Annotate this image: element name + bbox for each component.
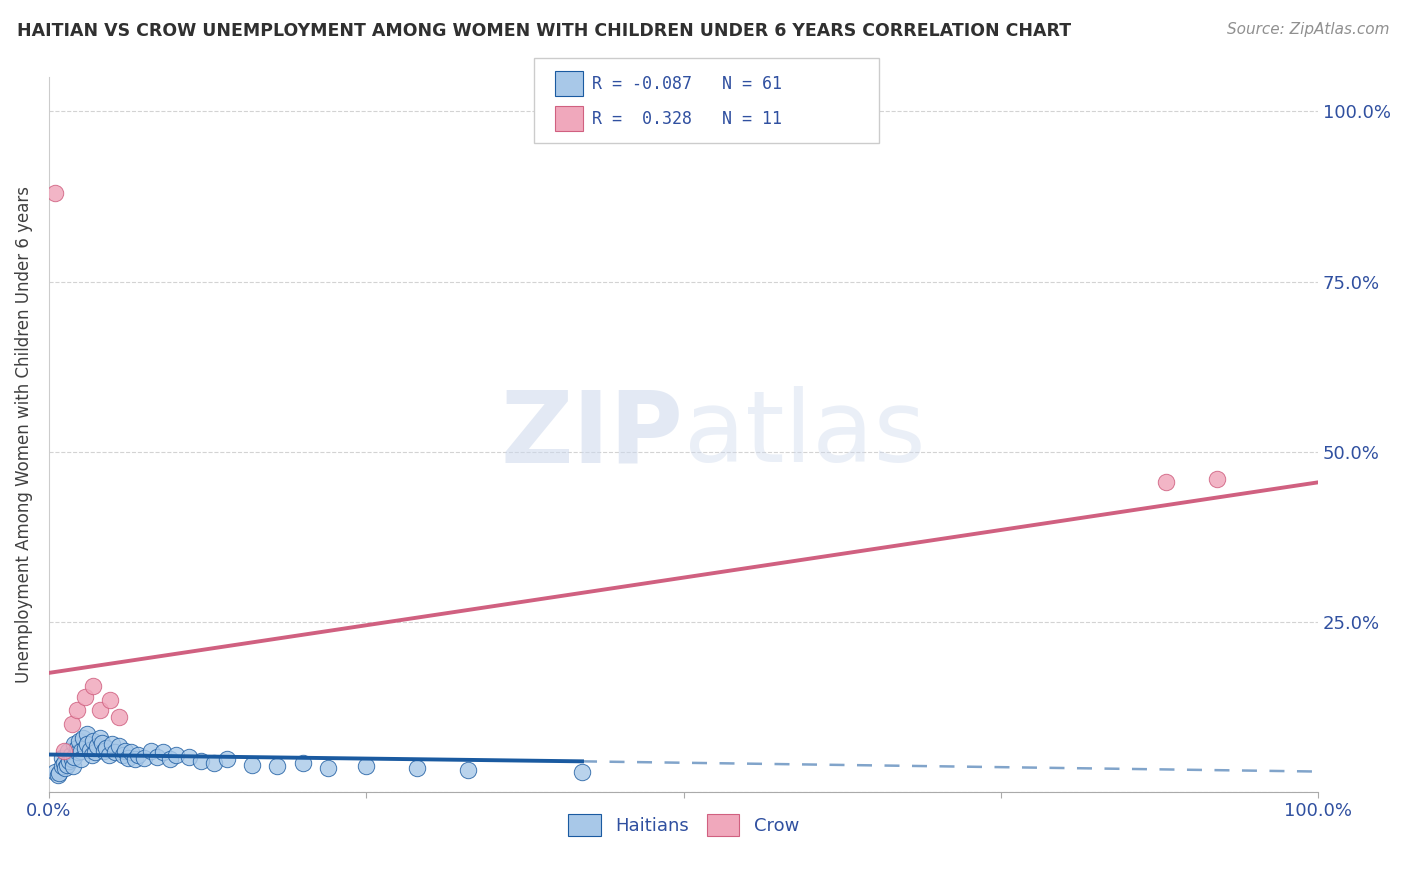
Text: R = -0.087   N = 61: R = -0.087 N = 61 xyxy=(592,75,782,93)
Point xyxy=(82,680,104,694)
Point xyxy=(146,749,169,764)
Point xyxy=(152,746,174,760)
Text: atlas: atlas xyxy=(683,386,925,483)
Point xyxy=(93,744,115,758)
Point xyxy=(55,761,77,775)
Point xyxy=(51,751,73,765)
Point xyxy=(59,747,82,762)
Point xyxy=(107,710,129,724)
Point xyxy=(94,740,117,755)
Point xyxy=(46,768,69,782)
Point xyxy=(67,734,90,748)
Point xyxy=(165,747,187,762)
Point xyxy=(62,759,84,773)
Point xyxy=(79,743,101,757)
Point xyxy=(98,693,121,707)
Point xyxy=(73,740,96,755)
Point xyxy=(117,751,139,765)
Point xyxy=(291,756,314,771)
Point xyxy=(240,757,263,772)
Point xyxy=(190,755,212,769)
Text: HAITIAN VS CROW UNEMPLOYMENT AMONG WOMEN WITH CHILDREN UNDER 6 YEARS CORRELATION: HAITIAN VS CROW UNEMPLOYMENT AMONG WOMEN… xyxy=(17,22,1071,40)
Point xyxy=(63,737,86,751)
Point xyxy=(86,739,108,753)
Point xyxy=(60,717,83,731)
Point xyxy=(66,703,89,717)
Y-axis label: Unemployment Among Women with Children Under 6 years: Unemployment Among Women with Children U… xyxy=(15,186,32,683)
Point xyxy=(69,752,91,766)
Point xyxy=(63,749,86,764)
Point xyxy=(202,756,225,771)
Point xyxy=(177,749,200,764)
Point xyxy=(356,759,378,773)
Point xyxy=(69,744,91,758)
Point xyxy=(139,744,162,758)
Point xyxy=(571,764,593,779)
Point xyxy=(53,744,76,758)
Point xyxy=(82,734,104,748)
Point xyxy=(159,752,181,766)
Point xyxy=(127,747,149,762)
Point xyxy=(91,736,114,750)
Point xyxy=(97,747,120,762)
Point xyxy=(266,759,288,773)
Point xyxy=(101,737,124,751)
Point xyxy=(55,757,77,772)
Point xyxy=(76,727,98,741)
Point xyxy=(457,763,479,777)
Point xyxy=(83,746,105,760)
Point xyxy=(51,759,73,773)
Point xyxy=(89,731,111,745)
Point xyxy=(215,752,238,766)
Point xyxy=(58,755,80,769)
Point xyxy=(66,740,89,755)
Point xyxy=(44,186,66,201)
Point xyxy=(60,752,83,766)
Point xyxy=(104,746,127,760)
Point xyxy=(1154,475,1177,490)
Legend: Haitians, Crow: Haitians, Crow xyxy=(561,807,806,844)
Point xyxy=(82,747,104,762)
Point xyxy=(73,690,96,704)
Point xyxy=(134,751,156,765)
Point xyxy=(111,747,134,762)
Point xyxy=(44,764,66,779)
Point xyxy=(67,746,90,760)
Point xyxy=(124,752,146,766)
Point xyxy=(53,756,76,771)
Point xyxy=(89,703,111,717)
Point xyxy=(76,737,98,751)
Point xyxy=(121,746,143,760)
Point xyxy=(72,731,94,745)
Point xyxy=(316,761,339,775)
Text: ZIP: ZIP xyxy=(501,386,683,483)
Point xyxy=(1205,472,1227,486)
Point xyxy=(114,744,136,758)
Point xyxy=(406,761,429,775)
Point xyxy=(56,744,79,758)
Text: R =  0.328   N = 11: R = 0.328 N = 11 xyxy=(592,110,782,128)
Text: Source: ZipAtlas.com: Source: ZipAtlas.com xyxy=(1226,22,1389,37)
Point xyxy=(107,739,129,753)
Point xyxy=(48,765,70,780)
